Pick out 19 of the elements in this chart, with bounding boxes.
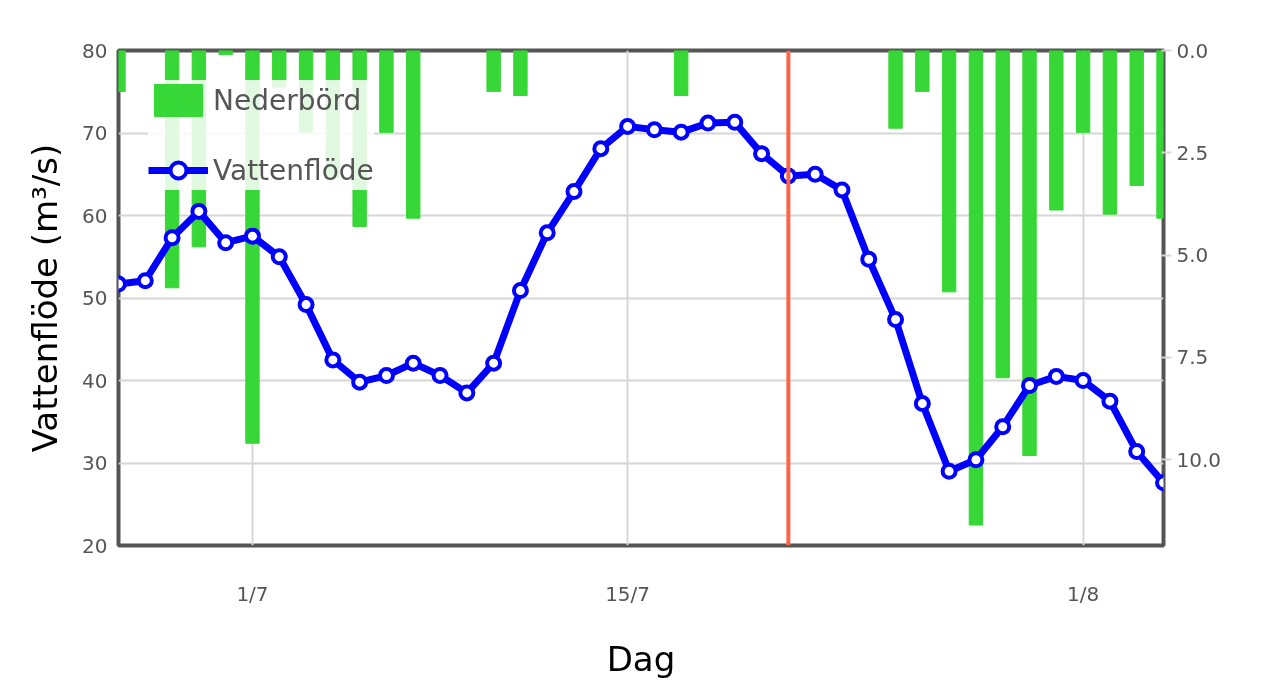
y-tick-label: 70: [82, 121, 108, 145]
y-tick-label: 60: [82, 203, 108, 228]
x-tick-label: 1/8: [1067, 581, 1100, 606]
y2-tick-label: 7.5: [1176, 345, 1209, 370]
legend-label: Vattenflöde: [213, 153, 374, 187]
x-tick-label: 1/7: [236, 581, 269, 606]
y-tick-label: 80: [82, 38, 108, 63]
legend-label: Nederbörd: [213, 83, 362, 117]
y-tick-label: 20: [82, 533, 108, 558]
y-tick-label: 40: [82, 368, 108, 393]
y2-tick-label: 2.5: [1176, 140, 1209, 165]
y2-tick-label: 0.0: [1176, 38, 1209, 63]
y2-tick-label: 10.0: [1176, 447, 1222, 472]
y-tick-label: 50: [82, 286, 108, 310]
y2-tick-label: 5.0: [1176, 243, 1209, 268]
y-tick-label: 30: [82, 451, 108, 475]
x-tick-label: 15/7: [605, 581, 651, 606]
x-axis-title: Dag: [606, 638, 676, 679]
y-axis-title: Vattenflöde (m³/s): [25, 143, 66, 453]
